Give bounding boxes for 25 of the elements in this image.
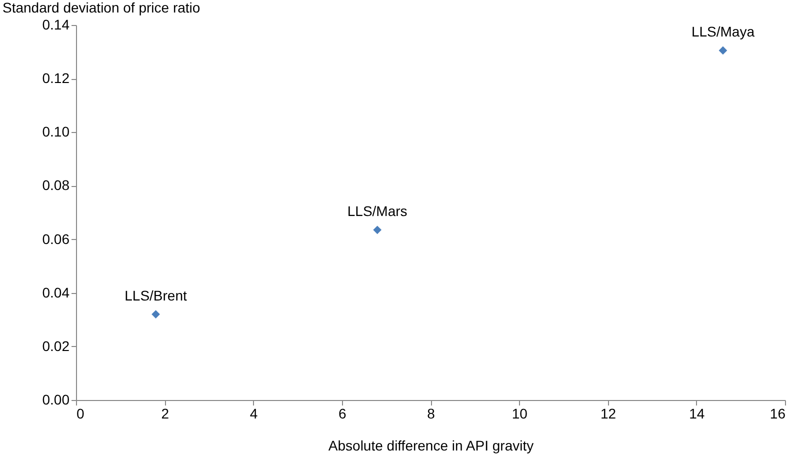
x-tick-label: 10 (512, 406, 528, 422)
point (718, 46, 728, 55)
y-tick-label: 0.08 (42, 177, 70, 194)
annotation: LLS/Brent (124, 287, 187, 304)
y-tick-label: 0.04 (42, 284, 70, 300)
annotation: LLS/Mars (347, 202, 408, 219)
point (152, 310, 160, 318)
y-tick-label: 0.12 (42, 70, 70, 86)
y-tick-label: 0.02 (42, 338, 70, 354)
x-tick-label: 0 (76, 406, 84, 422)
x-axis-title: Absolute difference in API gravity (328, 438, 534, 454)
x-tick-label: 2 (161, 406, 170, 422)
y-axis-title: Standard deviation of price ratio (2, 0, 200, 16)
x-tick-label: 8 (427, 406, 436, 422)
y-tick-label: 0.10 (42, 124, 70, 140)
point (373, 226, 382, 234)
x-tick-label: 12 (600, 406, 616, 422)
y-tick-label: 0.00 (42, 392, 70, 408)
x-tick-label: 16 (770, 406, 786, 422)
x-tick-label: 6 (338, 406, 346, 422)
x-tick-label: 4 (250, 406, 258, 422)
annotation: LLS/Maya (691, 23, 755, 40)
x-tick-label: 14 (689, 406, 705, 422)
y-tick-label: 0.06 (42, 230, 70, 247)
y-tick-label: 0.14 (42, 16, 70, 32)
